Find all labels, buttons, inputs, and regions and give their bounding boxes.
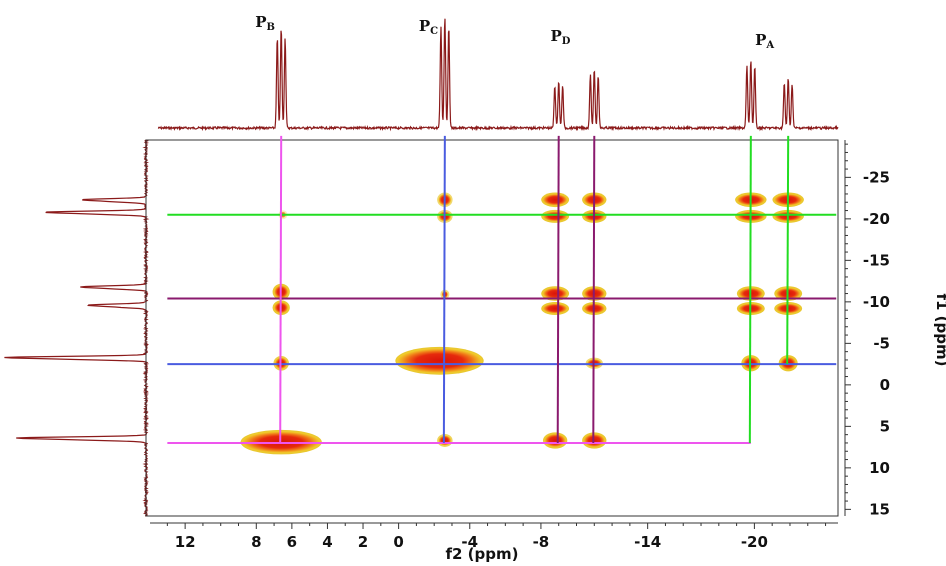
x-tick-label: 6 [287,533,297,551]
x-tick-label: 4 [322,533,332,551]
x-tick-label: 2 [358,533,368,551]
cross-peak-core [542,211,568,222]
peak-label: PD [550,27,570,47]
x-tick-label: 12 [175,533,196,551]
peak-label-subscript: C [430,26,438,37]
peak-label: PB [255,13,275,33]
y-axis-title: f1 (ppm) [933,293,946,366]
correlation-lines [167,135,837,444]
correlation-line-vertical [279,135,283,443]
cross-peak [541,192,570,208]
cross-peak [541,286,570,301]
y-tick-label: 0 [880,376,890,394]
y-tick-label: 15 [869,500,890,518]
peak-label: PC [419,17,438,37]
x-axis-title: f2 (ppm) [445,545,518,562]
x-tick-label: -8 [533,533,550,551]
x-tick-label: 0 [393,533,403,551]
y-tick-label: -20 [863,210,890,228]
cross-peak [541,302,570,315]
correlation-line-vertical [748,135,752,443]
x-tick-label: -4 [461,533,478,551]
correlation-line-vertical [556,135,560,443]
peak-labels: PB PC PD PA [255,13,774,51]
x-tick-label: -20 [741,533,768,551]
y-tick-label: -25 [863,168,890,186]
y-tick-label: -15 [863,251,890,269]
y-tick-label: 10 [869,459,890,477]
f1-projection-trace [4,139,150,517]
peak-label-subscript: B [266,22,274,33]
f1-projection-spectrum [4,139,150,517]
correlation-line-vertical [442,135,446,443]
x-axis: 12 8 6 4 2 0 -4 -8 -14 -20 [150,522,838,551]
y-tick-label: -10 [863,293,890,311]
y-axis: -25 -20 -15 -10 -5 0 5 10 15 [844,140,890,518]
peak-label: PA [755,31,774,51]
cross-peak-core [542,193,568,206]
cross-peak-core [544,433,566,448]
correlation-line-vertical [786,135,790,365]
cross-peak-core [542,287,568,300]
cross-peak-core [396,348,483,374]
cross-peak-core [542,303,568,314]
peak-label-subscript: A [765,40,774,51]
peak-label-subscript: D [562,36,571,47]
x-tick-label: 8 [251,533,261,551]
cross-peaks [240,192,804,455]
correlation-line-vertical [592,135,596,443]
cross-peak [395,346,484,375]
y-tick-label: 5 [880,417,890,435]
f2-projection-trace [157,18,839,132]
y-tick-label: -5 [873,334,890,352]
f2-projection-spectrum [157,18,839,132]
cross-peak [541,209,570,223]
cross-peak [542,432,568,449]
plot-frame [145,139,839,517]
x-tick-label: -14 [634,533,661,551]
